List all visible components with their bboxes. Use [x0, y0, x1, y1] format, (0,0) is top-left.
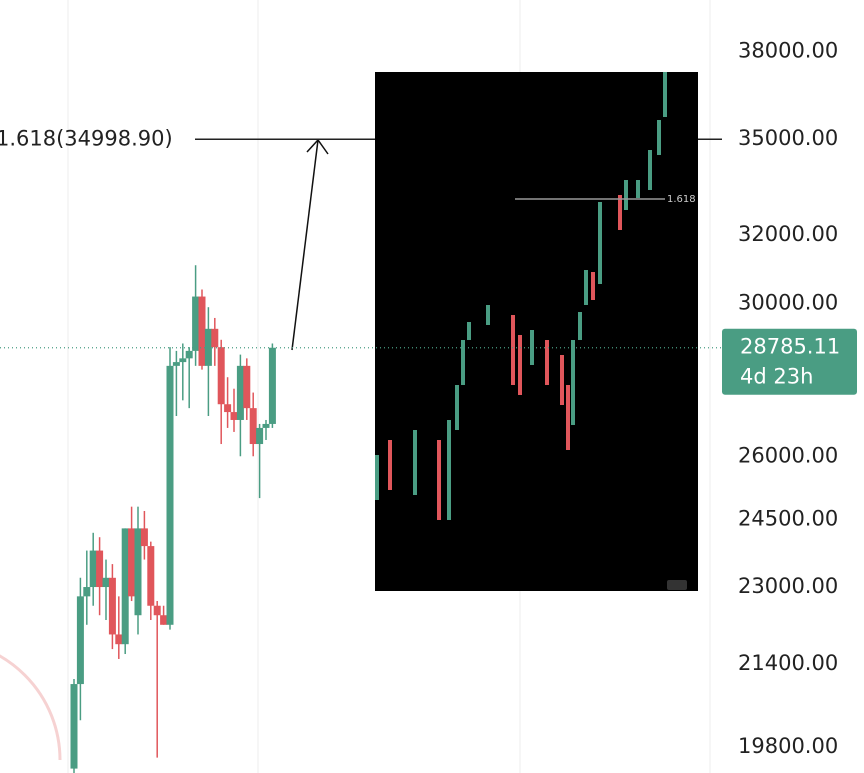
inset-candle: [663, 72, 667, 117]
y-tick-label: 21400.00: [738, 651, 838, 675]
inset-candle: [437, 440, 441, 520]
inset-candle: [511, 315, 515, 385]
candle-body: [192, 296, 200, 351]
inset-image: 1.618: [375, 72, 698, 591]
y-tick-label: 32000.00: [738, 222, 838, 246]
candle-body: [102, 577, 110, 588]
inset-candle: [584, 270, 588, 305]
candle-body: [134, 528, 142, 616]
candles: [70, 265, 276, 773]
candle-body: [185, 350, 193, 359]
inset-candle: [461, 340, 465, 385]
price-label: 28785.11: [740, 335, 840, 359]
inset-candle: [578, 312, 582, 340]
candle-body: [256, 427, 264, 445]
inset-candle: [375, 455, 379, 500]
candle-body: [160, 615, 168, 625]
price-box: [722, 328, 857, 395]
candle-body: [70, 684, 78, 769]
inset-candle: [657, 120, 661, 155]
candle-body: [147, 546, 155, 606]
inset-candle: [636, 180, 640, 198]
y-tick-label: 23000.00: [738, 574, 838, 598]
candle-body: [249, 408, 257, 445]
candle-body: [211, 328, 219, 348]
inset-candle: [447, 420, 451, 520]
candle-body: [140, 528, 148, 547]
candle-body: [217, 347, 225, 405]
candle-body: [236, 365, 244, 420]
candle-body: [198, 296, 206, 366]
candle-body: [128, 528, 136, 597]
inset-candle: [545, 340, 549, 385]
y-tick-label: 35000.00: [738, 126, 838, 150]
candle-body: [243, 365, 251, 409]
candle-body: [115, 634, 123, 645]
inset-candle: [467, 322, 471, 340]
candle-body: [121, 528, 129, 645]
inset-candle: [618, 195, 622, 230]
y-tick-label: 26000.00: [738, 443, 838, 467]
candle-body: [166, 365, 174, 625]
inset-candle: [624, 180, 628, 210]
candle-body: [76, 596, 84, 685]
inset-candle: [571, 340, 575, 425]
drawing-arc: [0, 654, 62, 761]
inset-candle: [486, 305, 490, 325]
overlay: 38000.00 35000.00 32000.00 30000.00 26000.00…: [0, 39, 857, 758]
inset-candle: [591, 272, 595, 300]
candle-body: [179, 358, 187, 363]
candle-body: [89, 550, 97, 588]
fib-label: 1.618(34998.90): [0, 126, 173, 150]
y-tick-label: 38000.00: [738, 39, 838, 63]
candle-body: [153, 605, 161, 616]
inset-candle: [413, 430, 417, 495]
inset-candle: [648, 150, 652, 190]
inset-candle: [560, 355, 564, 405]
candle-body: [96, 550, 104, 588]
y-tick-label: 24500.00: [738, 507, 838, 531]
candle-body: [172, 362, 180, 366]
y-tick-label: 19800.00: [738, 734, 838, 758]
inset-candle: [598, 202, 602, 284]
inset-candle: [518, 335, 522, 395]
candle-body: [83, 587, 91, 597]
arrow-line: [291, 139, 319, 351]
inset-candle: [566, 385, 570, 450]
inset-icon: [667, 580, 687, 590]
inset-fib-label: 1.618: [667, 194, 696, 205]
candle-body: [262, 423, 270, 428]
inset-candle: [388, 440, 392, 490]
candle-body: [268, 347, 276, 424]
candle-body: [224, 404, 232, 413]
inset-background: [375, 72, 698, 591]
countdown-label: 4d 23h: [740, 365, 813, 389]
inset-candle: [455, 385, 459, 430]
candle-body: [108, 577, 116, 635]
y-tick-label: 30000.00: [738, 291, 838, 315]
candle-body: [230, 412, 238, 420]
